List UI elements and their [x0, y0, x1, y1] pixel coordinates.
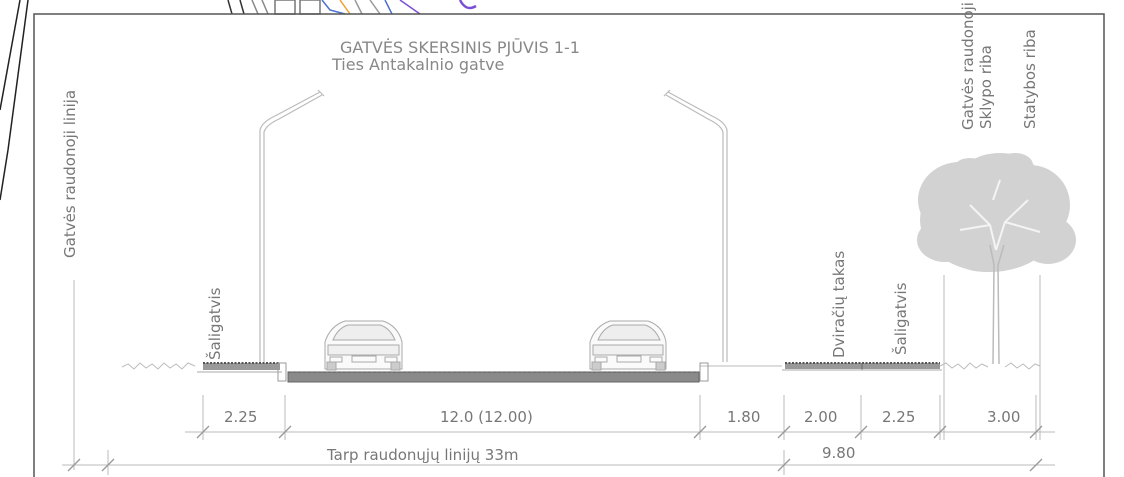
- car-icon: [324, 320, 403, 371]
- dimension-verge: 1.80: [727, 408, 761, 426]
- car-icon: [589, 320, 667, 371]
- section-title: GATVĖS SKERSINIS PJŪVIS 1-1: [340, 38, 580, 57]
- reference-lines: [73, 275, 1041, 470]
- background-map-fragment: [0, 0, 477, 201]
- dimension-sidewalk-right: 2.25: [882, 408, 916, 426]
- bike-path-and-sidewalk-surface: [782, 362, 942, 371]
- plot-boundary-label: Sklypo riba: [977, 45, 995, 129]
- tree-icon: [917, 153, 1076, 365]
- street-lamp-icon: [663, 89, 728, 362]
- sidewalk-left-surface: [197, 362, 287, 382]
- sidewalk-right-label: Šaligatvis: [892, 282, 910, 355]
- dimension-sidewalk-left: 2.25: [224, 408, 258, 426]
- left-red-line-label: Gatvės raudonoji linija: [61, 89, 79, 258]
- dimension-total-red-lines: Tarp raudonųjų linijų 33m: [327, 446, 519, 464]
- building-line-label: Statybos riba: [1021, 29, 1039, 129]
- dimension-bike-path: 2.00: [804, 408, 838, 426]
- dimension-carriageway: 12.0 (12.00): [440, 408, 533, 426]
- drawing-frame: [33, 13, 1105, 477]
- dimension-lines: [62, 395, 1055, 475]
- dimension-green-strip: 3.00: [987, 408, 1021, 426]
- sidewalk-left-label: Šaligatvis: [206, 287, 224, 360]
- street-lamp-icon: [259, 89, 325, 362]
- bike-path-label: Dviračių takas: [830, 250, 848, 358]
- dimension-right-subtotal: 9.80: [822, 444, 856, 462]
- ground-line: [121, 362, 1041, 370]
- carriageway-surface: [287, 362, 709, 383]
- right-red-line-label: Gatvės raudonoji: [959, 2, 977, 130]
- section-subtitle: Ties Antakalnio gatve: [332, 55, 505, 74]
